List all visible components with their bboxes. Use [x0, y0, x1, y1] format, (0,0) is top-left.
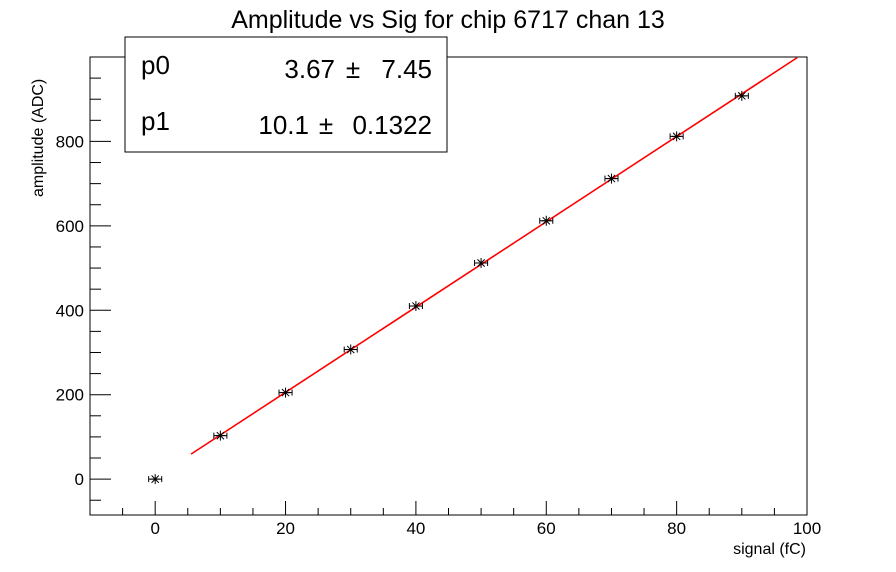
stat-p0-name: p0 — [141, 50, 170, 80]
stat-p1-pm: ± — [319, 110, 333, 140]
data-point — [148, 474, 163, 485]
x-tick-label: 100 — [793, 519, 821, 538]
star-marker — [606, 173, 617, 184]
y-tick-label: 0 — [75, 470, 84, 489]
x-tick-label: 40 — [406, 519, 425, 538]
star-marker — [476, 257, 487, 268]
fit-layer — [190, 56, 798, 455]
stat-p1-value: 10.1 — [258, 110, 309, 140]
data-point — [278, 387, 293, 398]
fit-stats-box: p0 3.67 ± 7.45 p1 10.1 ± 0.1322 — [124, 36, 448, 153]
y-tick-label: 200 — [56, 386, 84, 405]
data-point — [669, 131, 684, 142]
data-points — [148, 90, 749, 485]
data-point — [408, 301, 423, 312]
y-tick-label: 600 — [56, 217, 84, 236]
x-tick-label: 20 — [276, 519, 295, 538]
star-marker — [671, 131, 682, 142]
data-point — [213, 430, 228, 441]
x-axis-label: signal (fC) — [733, 541, 806, 558]
star-marker — [150, 474, 161, 485]
star-marker — [541, 215, 552, 226]
stat-p0-error: 7.45 — [374, 54, 432, 84]
stat-p0-value: 3.67 — [284, 54, 335, 84]
stats-box-frame — [124, 36, 448, 153]
fit-line — [190, 56, 798, 455]
data-point — [734, 90, 749, 101]
data-point — [539, 215, 554, 226]
star-marker — [410, 301, 421, 312]
y-axis-label: amplitude (ADC) — [30, 79, 47, 197]
stat-p1-error: 0.1322 — [352, 110, 432, 140]
y-tick-label: 800 — [56, 132, 84, 151]
chart-title: Amplitude vs Sig for chip 6717 chan 13 — [231, 6, 665, 34]
data-point — [343, 344, 358, 355]
stat-p1-name: p1 — [141, 106, 170, 136]
stat-p0-pm: ± — [346, 54, 360, 84]
star-marker — [736, 90, 747, 101]
star-marker — [215, 430, 226, 441]
x-tick-label: 0 — [150, 519, 159, 538]
star-marker — [345, 344, 356, 355]
data-point — [474, 257, 489, 268]
data-point — [604, 173, 619, 184]
x-tick-label: 60 — [537, 519, 556, 538]
axes: 0 20 40 60 80 100 0 200 400 600 800 — [56, 77, 821, 538]
x-tick-label: 80 — [667, 519, 686, 538]
star-marker — [280, 387, 291, 398]
y-tick-label: 400 — [56, 301, 84, 320]
